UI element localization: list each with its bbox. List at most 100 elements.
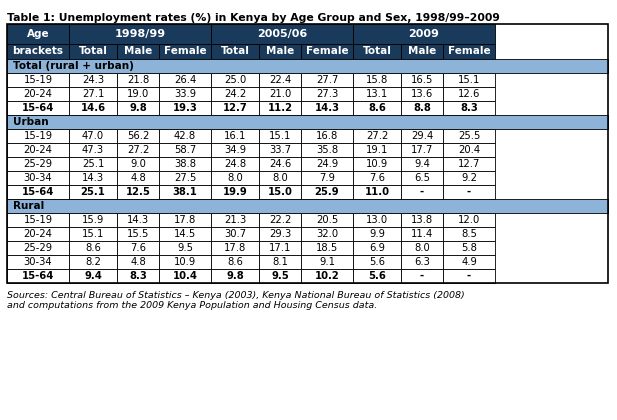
Bar xyxy=(117,157,159,171)
Bar xyxy=(117,171,159,185)
Text: 25.0: 25.0 xyxy=(224,75,246,85)
Bar xyxy=(301,157,353,171)
Text: 8.0: 8.0 xyxy=(272,173,288,183)
Bar xyxy=(353,227,401,241)
Text: 47.0: 47.0 xyxy=(82,131,104,141)
Bar xyxy=(159,44,211,59)
Text: 14.5: 14.5 xyxy=(174,229,196,239)
Text: 8.6: 8.6 xyxy=(227,257,243,267)
Bar xyxy=(301,241,353,255)
Text: Urban: Urban xyxy=(13,117,49,127)
Text: 8.5: 8.5 xyxy=(461,229,477,239)
Bar xyxy=(443,101,495,115)
Text: 15.0: 15.0 xyxy=(268,187,292,197)
Text: Total: Total xyxy=(363,47,391,57)
Text: 9.4: 9.4 xyxy=(414,159,430,169)
Bar xyxy=(159,255,211,269)
Bar xyxy=(443,143,495,157)
Bar xyxy=(117,241,159,255)
Bar xyxy=(443,87,495,101)
Bar xyxy=(159,185,211,199)
Text: 32.0: 32.0 xyxy=(316,229,338,239)
Text: 7.6: 7.6 xyxy=(369,173,385,183)
Text: 13.6: 13.6 xyxy=(411,89,433,99)
Bar xyxy=(211,255,259,269)
Text: 8.0: 8.0 xyxy=(414,243,430,253)
Bar xyxy=(7,87,69,101)
Text: 24.2: 24.2 xyxy=(224,89,246,99)
Bar xyxy=(117,185,159,199)
Text: 16.5: 16.5 xyxy=(411,75,433,85)
Text: 30-34: 30-34 xyxy=(23,257,52,267)
Bar xyxy=(401,241,443,255)
Text: -: - xyxy=(420,271,424,281)
Bar xyxy=(353,269,401,283)
Bar xyxy=(211,241,259,255)
Bar xyxy=(211,227,259,241)
Text: 20-24: 20-24 xyxy=(23,229,52,239)
Bar xyxy=(443,73,495,87)
Text: Female: Female xyxy=(164,47,206,57)
Bar xyxy=(301,44,353,59)
Text: 11.4: 11.4 xyxy=(411,229,433,239)
Bar xyxy=(301,269,353,283)
Text: 20-24: 20-24 xyxy=(23,145,52,155)
Bar xyxy=(69,171,117,185)
Bar xyxy=(259,101,301,115)
Bar xyxy=(159,101,211,115)
Bar xyxy=(301,73,353,87)
Bar xyxy=(443,241,495,255)
Text: 9.0: 9.0 xyxy=(130,159,146,169)
Text: 27.2: 27.2 xyxy=(127,145,149,155)
Bar xyxy=(211,213,259,227)
Bar xyxy=(301,129,353,143)
Text: 25-29: 25-29 xyxy=(23,159,52,169)
Text: 15.1: 15.1 xyxy=(269,131,291,141)
Text: 6.3: 6.3 xyxy=(414,257,430,267)
Text: 9.2: 9.2 xyxy=(461,173,477,183)
Text: 9.4: 9.4 xyxy=(84,271,102,281)
Bar xyxy=(7,129,69,143)
Bar xyxy=(159,87,211,101)
Text: 9.5: 9.5 xyxy=(177,243,193,253)
Text: Total: Total xyxy=(78,47,107,57)
Bar xyxy=(159,213,211,227)
Bar xyxy=(353,213,401,227)
Bar xyxy=(159,171,211,185)
Bar xyxy=(7,24,608,283)
Bar xyxy=(401,185,443,199)
Text: 12.5: 12.5 xyxy=(126,187,151,197)
Bar xyxy=(443,213,495,227)
Text: Age: Age xyxy=(27,29,49,39)
Bar xyxy=(7,171,69,185)
Text: 15-64: 15-64 xyxy=(22,187,54,197)
Text: Sources: Central Bureau of Statistics – Kenya (2003), Kenya National Bureau of S: Sources: Central Bureau of Statistics – … xyxy=(7,291,465,310)
Text: 24.6: 24.6 xyxy=(269,159,291,169)
Bar xyxy=(7,143,69,157)
Bar xyxy=(211,73,259,87)
Bar xyxy=(259,185,301,199)
Text: 25.1: 25.1 xyxy=(81,187,106,197)
Bar xyxy=(301,143,353,157)
Text: 15-19: 15-19 xyxy=(23,215,52,225)
Text: 15.5: 15.5 xyxy=(127,229,149,239)
Text: 8.0: 8.0 xyxy=(227,173,243,183)
Text: 20.4: 20.4 xyxy=(458,145,480,155)
Bar xyxy=(7,227,69,241)
Text: 19.9: 19.9 xyxy=(223,187,247,197)
Bar xyxy=(117,269,159,283)
Text: 13.0: 13.0 xyxy=(366,215,388,225)
Bar xyxy=(69,73,117,87)
Text: 27.7: 27.7 xyxy=(316,75,338,85)
Text: 8.3: 8.3 xyxy=(460,103,478,113)
Text: 14.3: 14.3 xyxy=(315,103,339,113)
Bar xyxy=(301,213,353,227)
Text: 17.7: 17.7 xyxy=(411,145,433,155)
Bar xyxy=(69,157,117,171)
Bar xyxy=(401,157,443,171)
Bar xyxy=(117,101,159,115)
Text: 38.1: 38.1 xyxy=(173,187,197,197)
Bar xyxy=(401,101,443,115)
Bar xyxy=(259,129,301,143)
Text: 2005/06: 2005/06 xyxy=(257,29,307,39)
